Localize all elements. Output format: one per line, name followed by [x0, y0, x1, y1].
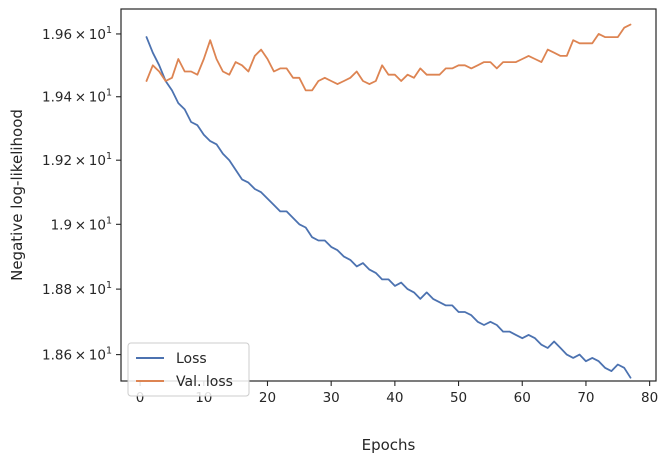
legend-box — [127, 342, 250, 397]
x-axis-ticks: 0 10 20 30 40 50 60 70 80 — [136, 381, 658, 406]
y-tick-label: 1.88 × 101 — [42, 280, 112, 298]
x-tick-label: 50 — [450, 390, 467, 406]
x-tick-label: 70 — [577, 390, 594, 406]
series-line-val-loss — [145, 23, 632, 92]
series-line-loss — [145, 36, 632, 379]
legend-label-val-loss: Val. loss — [176, 374, 233, 390]
x-axis-label: Epochs — [362, 436, 416, 454]
legend-label-loss: Loss — [176, 351, 207, 367]
y-tick-label: 1.94 × 101 — [42, 88, 112, 106]
legend: Loss Val. loss — [127, 342, 250, 397]
plot-area-background — [121, 9, 656, 381]
x-tick-label: 20 — [259, 390, 276, 406]
x-tick-label: 80 — [641, 390, 658, 406]
plot-frame — [120, 8, 657, 382]
x-tick-label: 40 — [386, 390, 403, 406]
y-tick-label: 1.9 × 101 — [51, 215, 112, 233]
y-tick-label: 1.92 × 101 — [42, 151, 112, 169]
x-tick-label: 0 — [136, 390, 145, 406]
x-tick-label: 30 — [323, 390, 340, 406]
series-layer — [145, 23, 632, 379]
y-tick-label: 1.86 × 101 — [42, 346, 112, 364]
y-axis-label: Negative log-likelihood — [8, 109, 26, 281]
y-tick-label: 1.96 × 101 — [42, 25, 112, 43]
y-axis-ticks: 1.86 × 101 1.88 × 101 1.9 × 101 1.92 × 101 1… — [42, 25, 121, 364]
x-tick-label: 60 — [514, 390, 531, 406]
